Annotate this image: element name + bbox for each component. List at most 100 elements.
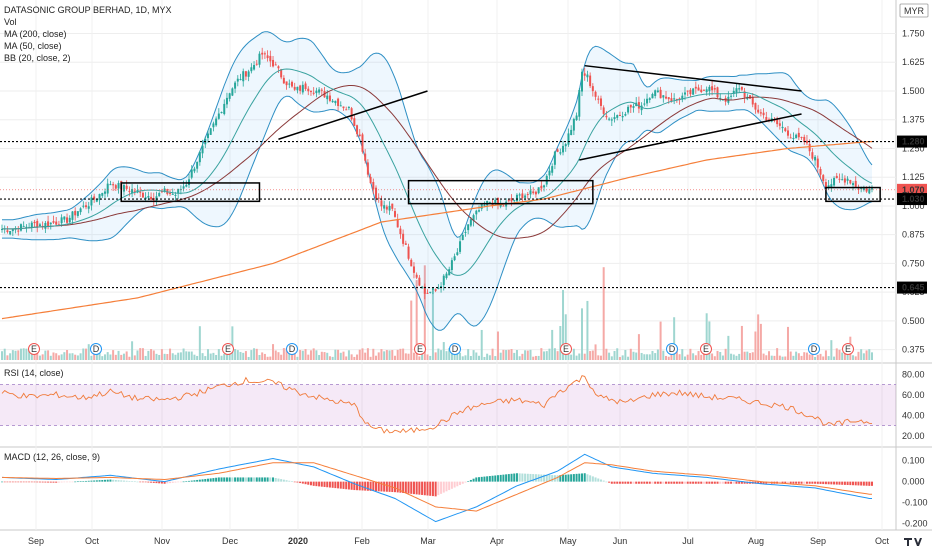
candle xyxy=(131,189,134,194)
candle xyxy=(819,169,822,175)
candle xyxy=(225,97,228,105)
candle xyxy=(548,170,551,176)
candle xyxy=(103,191,106,194)
volume-bar xyxy=(740,325,743,360)
rsi-panel[interactable] xyxy=(0,364,896,446)
macd-histogram-bar xyxy=(616,481,619,484)
candle xyxy=(475,210,478,215)
macd-histogram-bar xyxy=(312,481,315,486)
macd-histogram-bar xyxy=(396,481,399,493)
volume-bar xyxy=(74,354,77,360)
volume-bar xyxy=(125,351,128,360)
time-axis[interactable]: Sep Oct Nov Dec 2020 Feb Mar Apr May Jun Jul Aug Sep… xyxy=(28,536,890,546)
volume-bar xyxy=(713,356,716,360)
macd-histogram-bar xyxy=(586,474,589,482)
candle xyxy=(293,86,296,90)
candle xyxy=(320,89,323,91)
candle xyxy=(838,178,841,180)
candle xyxy=(198,152,201,163)
volume-bar xyxy=(803,352,806,360)
volume-bar xyxy=(36,351,39,360)
volume-bar xyxy=(434,352,437,360)
macd-histogram-bar xyxy=(33,481,36,483)
volume-bar xyxy=(98,348,101,360)
volume-bar xyxy=(694,355,697,360)
volume-bar xyxy=(421,349,424,360)
volume-bar xyxy=(304,349,307,360)
macd-histogram-bar xyxy=(637,481,640,484)
time-tick-label: Feb xyxy=(354,536,370,546)
candle xyxy=(646,98,649,104)
volume-bar xyxy=(616,348,619,360)
candle xyxy=(11,229,14,232)
volume-bar xyxy=(79,353,82,360)
price-axis[interactable]: 1.750 1.625 1.500 1.375 1.250 1.125 1.000 0.875… xyxy=(0,28,927,355)
earnings-marker xyxy=(222,343,234,355)
macd-histogram-bar xyxy=(9,481,12,483)
volume-bar xyxy=(412,352,415,360)
macd-histogram-bar xyxy=(605,481,608,483)
drawings[interactable] xyxy=(0,64,896,289)
candle xyxy=(141,192,144,198)
macd-histogram-bar xyxy=(272,477,275,482)
bb-upper xyxy=(2,31,873,238)
macd-histogram-bar xyxy=(114,479,117,482)
volume-bar xyxy=(150,349,153,360)
volume-bar xyxy=(185,351,188,360)
earnings-marker xyxy=(560,343,572,355)
macd-histogram-bar xyxy=(453,481,456,488)
candle xyxy=(71,211,74,220)
volume-bar xyxy=(475,352,478,360)
volume-bar xyxy=(770,355,773,360)
macd-histogram-bar xyxy=(702,481,705,484)
currency-tag[interactable]: MYR xyxy=(899,3,929,18)
volume-bar xyxy=(445,351,448,360)
macd-panel[interactable] xyxy=(0,448,896,530)
volume-bar xyxy=(692,353,695,360)
volume-bar xyxy=(705,313,708,360)
volume-bar xyxy=(697,351,700,360)
volume-bar xyxy=(63,352,66,360)
macd-histogram-bar xyxy=(480,476,483,482)
volume-bar xyxy=(583,353,586,360)
volume-bar xyxy=(678,354,681,360)
macd-histogram-bar xyxy=(800,481,803,484)
macd-histogram-bar xyxy=(467,481,470,482)
ma50-line xyxy=(2,85,873,239)
volume-bar xyxy=(605,348,608,360)
macd-tick-label: -0.100 xyxy=(902,498,928,508)
volume-bar xyxy=(52,352,55,360)
macd-histogram-bar xyxy=(621,481,624,484)
macd-histogram-bar xyxy=(632,481,635,484)
volume-bar xyxy=(139,348,142,360)
macd-histogram-bar xyxy=(564,474,567,482)
macd-histogram-bar xyxy=(694,481,697,484)
candle xyxy=(342,106,345,109)
macd-histogram-bar xyxy=(169,481,172,484)
volume-bar xyxy=(683,356,686,360)
macd-histogram-bar xyxy=(139,481,142,483)
candle xyxy=(206,133,209,139)
volume-bar xyxy=(594,344,597,360)
candle xyxy=(372,181,375,190)
macd-histogram-bar xyxy=(52,481,55,483)
time-tick-label: May xyxy=(559,536,577,546)
volume-bar xyxy=(499,352,502,360)
volume-bar xyxy=(337,349,340,360)
volume-bar xyxy=(797,353,800,360)
volume-bar xyxy=(629,348,632,360)
volume-bar xyxy=(82,348,85,360)
volume-bar xyxy=(808,354,811,360)
volume-bar xyxy=(358,349,361,360)
volume-bar xyxy=(545,351,548,360)
volume-bar xyxy=(66,349,69,360)
macd-histogram-bar xyxy=(613,481,616,484)
volume-bar xyxy=(689,348,692,360)
volume-bar xyxy=(109,354,112,360)
macd-histogram-bar xyxy=(797,481,800,484)
macd-histogram-bar xyxy=(670,481,673,484)
volume-bar xyxy=(90,355,93,360)
volume-bar xyxy=(144,355,147,360)
